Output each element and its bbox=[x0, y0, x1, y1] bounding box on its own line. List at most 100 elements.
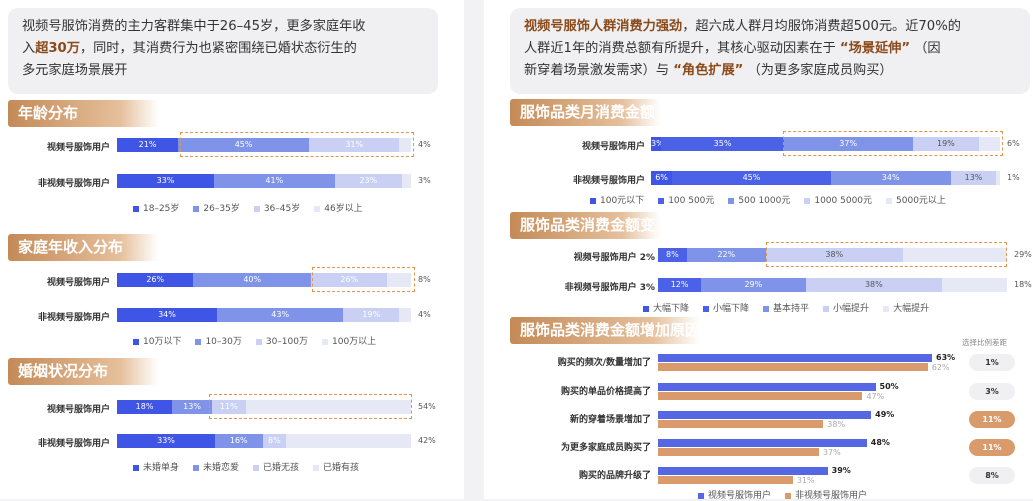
stacked-bar: 12%29%38%18% bbox=[658, 278, 1007, 292]
right-intro-highlight-3: “角色扩展” bbox=[673, 63, 744, 78]
bar-segment: 23% bbox=[334, 174, 403, 188]
legend-label: 小幅下降 bbox=[713, 304, 750, 314]
category-label: 视频号服饰用户 bbox=[581, 142, 645, 152]
legend-swatch bbox=[193, 205, 200, 212]
legend-item: 未婚恋爱 bbox=[193, 460, 239, 473]
last-segment-value: 18% bbox=[1014, 280, 1032, 289]
bar-series-a bbox=[658, 354, 933, 362]
value-label-a: 49% bbox=[875, 410, 895, 419]
legend: 10万以下 10–30万 30–100万 100万以上 bbox=[133, 334, 376, 347]
value-label-a: 50% bbox=[879, 382, 899, 391]
stacked-bar: 33%16%8%42% bbox=[117, 434, 411, 448]
diff-pill: 1% bbox=[969, 354, 1015, 371]
bar-segment: 1% bbox=[996, 171, 1000, 185]
bar-segment: 6% bbox=[651, 171, 673, 185]
legend-label: 未婚单身 bbox=[143, 463, 180, 473]
legend-swatch bbox=[703, 305, 710, 312]
legend-label: 5000元以上 bbox=[896, 196, 946, 206]
section-title: 年龄分布 bbox=[8, 100, 158, 127]
section-title: 家庭年收入分布 bbox=[8, 234, 158, 261]
bar-series-b bbox=[658, 392, 863, 400]
legend-label: 100万以上 bbox=[332, 337, 377, 347]
bar-segment: 19% bbox=[343, 308, 400, 322]
legend-swatch bbox=[133, 205, 139, 212]
section-title: 服饰品类月消费金额 bbox=[510, 99, 660, 126]
legend-item: 非视频号服饰用户 bbox=[785, 488, 867, 501]
bar-segment: 38% bbox=[805, 278, 943, 292]
legend-item: 100元以下 bbox=[590, 193, 644, 206]
legend-label: 100 500元 bbox=[668, 196, 715, 206]
legend-label: 视频号服饰用户 bbox=[708, 491, 772, 501]
legend-label: 大幅提升 bbox=[893, 304, 930, 314]
legend-label: 大幅下降 bbox=[653, 304, 690, 314]
legend: 100元以下 100 500元 500 1000元 1000 5000元 5000元以上 bbox=[590, 193, 946, 206]
legend-item: 100 500元 bbox=[658, 193, 714, 206]
legend-label: 小幅提升 bbox=[833, 304, 870, 314]
section-title: 婚姻状况分布 bbox=[8, 358, 158, 385]
bar-segment: 40% bbox=[193, 273, 312, 287]
value-label-b: 38% bbox=[827, 420, 846, 429]
legend-item: 30–100万 bbox=[255, 334, 308, 347]
category-label: 购买的品牌升级了 bbox=[578, 471, 651, 481]
stacked-bar: 34%43%19%4% bbox=[117, 308, 411, 322]
bar-segment: 41% bbox=[214, 174, 335, 188]
legend-item: 26–35岁 bbox=[193, 201, 240, 214]
legend-swatch bbox=[658, 197, 665, 204]
bar-segment: 18% bbox=[117, 400, 173, 414]
legend-swatch bbox=[823, 305, 830, 312]
legend-item: 小幅下降 bbox=[703, 301, 749, 314]
bar-segment: 42% bbox=[286, 434, 411, 448]
legend-swatch bbox=[313, 464, 320, 471]
bar-segment: 3% bbox=[651, 137, 662, 151]
diff-pill: 8% bbox=[969, 467, 1015, 484]
category-label: 购买的单品价格提高了 bbox=[560, 387, 651, 397]
bar-segment: 16% bbox=[215, 434, 263, 448]
category-label: 视频号服饰用户 bbox=[46, 278, 110, 288]
legend-label: 18–25岁 bbox=[143, 204, 180, 214]
legend-swatch bbox=[314, 205, 321, 212]
legend-label: 36–45岁 bbox=[263, 204, 301, 214]
legend-swatch bbox=[886, 197, 893, 204]
legend-label: 30–100万 bbox=[265, 337, 308, 347]
legend-item: 100万以上 bbox=[322, 334, 376, 347]
highlight-box bbox=[766, 242, 1007, 267]
bar-series-b bbox=[658, 476, 793, 484]
legend-label: 非视频号服饰用户 bbox=[795, 491, 868, 501]
last-segment-value: 4% bbox=[418, 140, 431, 149]
legend-item: 500 1000元 bbox=[728, 193, 790, 206]
value-label-b: 62% bbox=[931, 363, 950, 372]
bar-segment: 4% bbox=[399, 308, 411, 322]
legend-label: 46岁以上 bbox=[324, 204, 363, 214]
legend-label: 1000 5000元 bbox=[814, 196, 873, 206]
legend-swatch bbox=[590, 197, 596, 204]
value-label-b: 37% bbox=[822, 448, 841, 457]
legend: 视频号服饰用户 非视频号服饰用户 bbox=[698, 488, 867, 501]
legend: 18–25岁 26–35岁 36–45岁 46岁以上 bbox=[133, 201, 363, 214]
bar-series-a bbox=[658, 411, 872, 419]
bar-segment: 8% bbox=[658, 248, 687, 262]
legend-item: 已婚有孩 bbox=[313, 460, 359, 473]
legend-label: 100元以下 bbox=[600, 196, 645, 206]
value-label-b: 31% bbox=[796, 476, 815, 485]
category-label: 为更多家庭成员购买了 bbox=[560, 443, 651, 453]
category-label: 新的穿着场景增加了 bbox=[569, 415, 651, 425]
legend-swatch bbox=[785, 492, 792, 499]
legend-item: 已婚无孩 bbox=[253, 460, 299, 473]
stacked-bar: 33%41%23%3% bbox=[117, 174, 411, 188]
legend-item: 36–45岁 bbox=[253, 201, 301, 214]
legend-swatch bbox=[643, 305, 649, 312]
legend-item: 5000元以上 bbox=[886, 193, 946, 206]
legend-item: 基本持平 bbox=[763, 301, 809, 314]
bar-segment: 45% bbox=[672, 171, 831, 185]
bar-segment: 31% bbox=[309, 138, 400, 152]
bar-segment: 26% bbox=[117, 273, 194, 287]
legend-label: 10万以下 bbox=[143, 337, 182, 347]
legend-item: 46岁以上 bbox=[314, 201, 363, 214]
bar-segment: 29% bbox=[701, 278, 806, 292]
bar-segment: 54% bbox=[245, 400, 411, 414]
stacked-bar: 3%35%37%19%6% bbox=[651, 137, 1000, 151]
stacked-bar: 6%45%34%13%1% bbox=[651, 171, 1000, 185]
bar-segment: 43% bbox=[216, 308, 344, 322]
bar-segment: 11% bbox=[211, 400, 246, 414]
legend-item: 18–25岁 bbox=[133, 201, 179, 214]
